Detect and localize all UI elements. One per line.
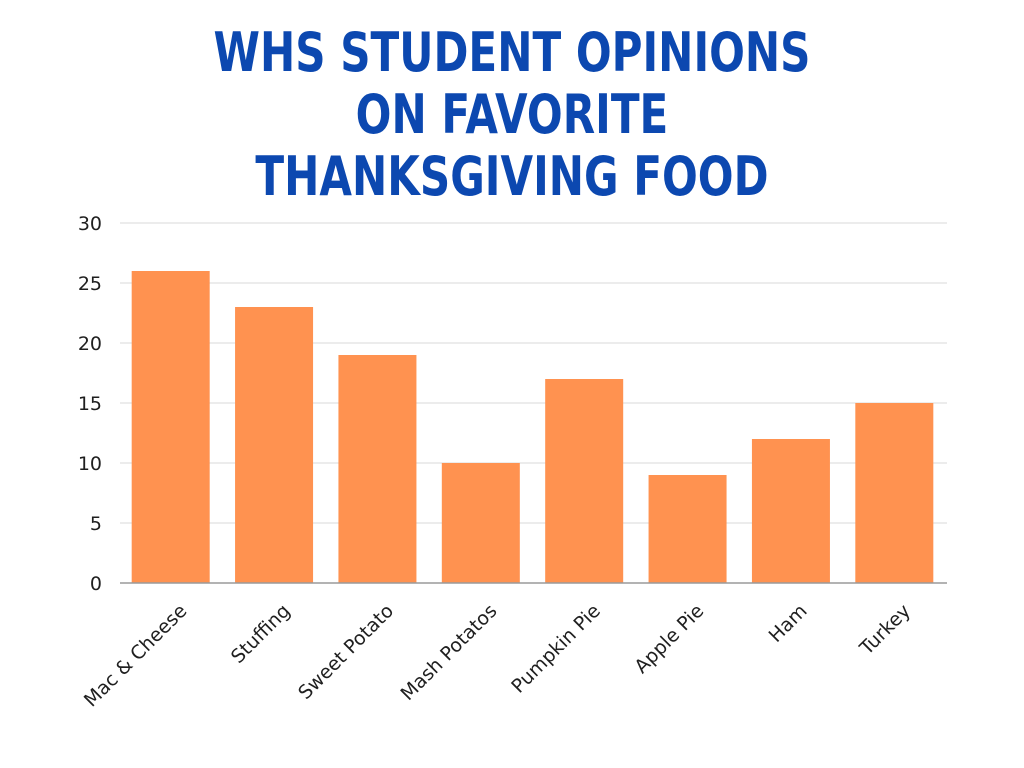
x-tick-label: Ham: [765, 600, 812, 647]
x-tick-label: Mash Potatos: [397, 600, 502, 705]
bar: [441, 463, 520, 583]
y-tick-label: 20: [78, 333, 102, 355]
y-tick-label: 30: [78, 213, 102, 235]
bar: [545, 379, 624, 583]
y-tick-label: 0: [90, 573, 102, 595]
x-tick-label: Sweet Potato: [294, 600, 398, 704]
bar: [751, 439, 830, 583]
chart-title-line-1: WHS STUDENT OPINIONS: [213, 21, 811, 84]
bar: [648, 475, 727, 583]
y-axis-ticks: 0 5 10 15 20 25 30: [78, 213, 102, 595]
y-tick-label: 5: [90, 513, 102, 535]
x-tick-label: Apple Pie: [630, 600, 708, 678]
y-tick-label: 15: [78, 393, 102, 415]
bar: [131, 271, 210, 583]
y-tick-label: 10: [78, 453, 102, 475]
chart-title-line-3: THANKSGIVING FOOD: [255, 145, 769, 208]
bars: [131, 271, 934, 583]
bar: [338, 355, 417, 583]
chart-title-line-2: ON FAVORITE: [355, 83, 669, 146]
y-tick-label: 25: [78, 273, 102, 295]
x-tick-label: Turkey: [855, 600, 915, 660]
bar: [235, 307, 314, 583]
x-tick-label: Mac & Cheese: [80, 600, 191, 711]
chart-title: WHS STUDENT OPINIONS ON FAVORITE THANKSG…: [113, 22, 912, 208]
bar: [855, 403, 934, 583]
x-tick-label: Stuffing: [227, 600, 295, 668]
x-tick-label: Pumpkin Pie: [507, 600, 605, 698]
